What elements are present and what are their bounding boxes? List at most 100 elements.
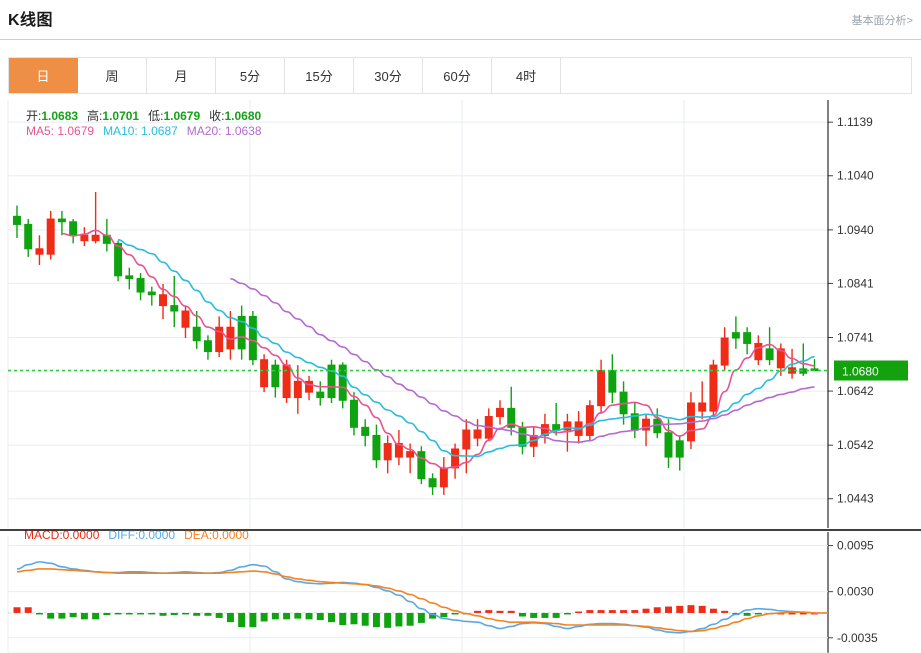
macd-histogram-bar (47, 612, 55, 619)
macd-histogram-bar (125, 612, 133, 615)
candle-body[interactable] (462, 429, 471, 450)
candle-body[interactable] (720, 337, 729, 366)
macd-histogram-bar (339, 612, 347, 626)
tab-30分[interactable]: 30分 (354, 58, 423, 93)
macd-histogram-bar (541, 612, 549, 618)
candle-body[interactable] (69, 221, 78, 236)
fundamental-analysis-link[interactable]: 基本面分析> (851, 15, 913, 27)
candle-body[interactable] (496, 407, 504, 417)
page-header: K线图 基本面分析> (0, 0, 921, 40)
macd-histogram-bar (440, 612, 448, 618)
candle-body[interactable] (406, 451, 415, 458)
candle-body[interactable] (675, 440, 684, 458)
chart-area: 1.1139 1.1040 1.0940 1.0841 1.0741 1.0642 1.05… (0, 94, 921, 653)
candle-body[interactable] (597, 370, 606, 407)
candle-body[interactable] (327, 364, 336, 399)
ma5-line (61, 229, 815, 470)
candle-body[interactable] (563, 421, 572, 431)
candle-body[interactable] (203, 340, 212, 353)
candle-body[interactable] (439, 467, 448, 488)
kline-chart-svg[interactable]: 1.1139 1.1040 1.0940 1.0841 1.0741 1.0642 1.05… (0, 94, 921, 653)
candle-body[interactable] (653, 418, 662, 434)
tab-周[interactable]: 周 (78, 58, 147, 93)
candle-body[interactable] (125, 275, 134, 280)
candle-body[interactable] (417, 451, 426, 480)
macd-histogram-bar (80, 612, 88, 620)
candle-body[interactable] (338, 364, 347, 401)
low-value: 1.0679 (163, 109, 201, 123)
candle-body[interactable] (585, 405, 594, 436)
ma20-value: 1.0638 (224, 124, 262, 138)
macd-histogram-bar (518, 612, 526, 617)
price-axis-label: 1.0741 (837, 331, 874, 345)
ma5-label: MA5: (26, 124, 55, 138)
candle-body[interactable] (776, 348, 785, 369)
ma10-line (117, 239, 815, 458)
candle-body[interactable] (349, 399, 358, 428)
candle-body[interactable] (361, 426, 370, 436)
tab-15分[interactable]: 15分 (285, 58, 354, 93)
price-axis-label: 1.0542 (837, 438, 874, 452)
candle-body[interactable] (170, 305, 179, 312)
candle-body[interactable] (35, 248, 44, 255)
candle-body[interactable] (248, 315, 257, 361)
candle-body[interactable] (754, 342, 763, 361)
candle-body[interactable] (383, 443, 392, 461)
tab-5分[interactable]: 5分 (216, 58, 285, 93)
candle-body[interactable] (731, 332, 740, 339)
candle-body[interactable] (507, 407, 516, 428)
macd-histogram-bar (249, 612, 257, 628)
candle-body[interactable] (192, 326, 201, 342)
candle-body[interactable] (136, 278, 145, 293)
candle-body[interactable] (293, 380, 302, 399)
candle-body[interactable] (91, 234, 100, 242)
tab-日[interactable]: 日 (9, 58, 78, 93)
candle-body[interactable] (518, 426, 527, 447)
tab-4时[interactable]: 4时 (492, 58, 561, 93)
candle-body[interactable] (159, 294, 167, 307)
macd-histogram-bar (103, 612, 111, 616)
candle-body[interactable] (114, 242, 123, 277)
current-price-tag (834, 360, 908, 381)
tab-月[interactable]: 月 (147, 58, 216, 93)
candle-body[interactable] (57, 218, 66, 223)
macd-histogram-bar (642, 608, 650, 613)
high-value: 1.0701 (102, 109, 140, 123)
candle-body[interactable] (271, 364, 280, 388)
candle-body[interactable] (24, 223, 33, 250)
candle-body[interactable] (743, 332, 752, 344)
candle-body[interactable] (260, 359, 269, 388)
macd-histogram-bar (687, 605, 695, 613)
candle-body[interactable] (473, 429, 482, 439)
candle-body[interactable] (642, 418, 651, 431)
candle-body[interactable] (215, 326, 224, 353)
price-axis-label: 1.1040 (837, 169, 874, 183)
tab-60分[interactable]: 60分 (423, 58, 492, 93)
macd-histogram-bar (507, 610, 515, 613)
candle-body[interactable] (305, 380, 314, 393)
macd-histogram-bar (24, 607, 32, 613)
candle-body[interactable] (13, 215, 21, 225)
candle-body[interactable] (698, 402, 707, 412)
macd-value: 0.0000 (62, 528, 100, 542)
candle-body[interactable] (181, 310, 190, 328)
candle-body[interactable] (428, 478, 437, 488)
macd-dea-line (16, 568, 815, 633)
candle-body[interactable] (709, 364, 718, 412)
macd-histogram-bar (114, 612, 122, 615)
candle-body[interactable] (372, 434, 381, 461)
candle-body[interactable] (451, 448, 460, 469)
macd-histogram-bar (260, 612, 268, 622)
candle-body[interactable] (316, 391, 325, 399)
candle-body[interactable] (664, 432, 673, 458)
candle-body[interactable] (394, 443, 403, 458)
macd-histogram-bar (69, 612, 77, 618)
candle-body[interactable] (237, 315, 246, 350)
candle-body[interactable] (80, 234, 89, 242)
candle-body[interactable] (765, 348, 774, 361)
candle-body[interactable] (46, 218, 55, 255)
candle-body[interactable] (147, 291, 156, 296)
macd-histogram-bar (698, 605, 706, 613)
candle-body[interactable] (552, 424, 561, 431)
candle-body[interactable] (608, 370, 617, 393)
